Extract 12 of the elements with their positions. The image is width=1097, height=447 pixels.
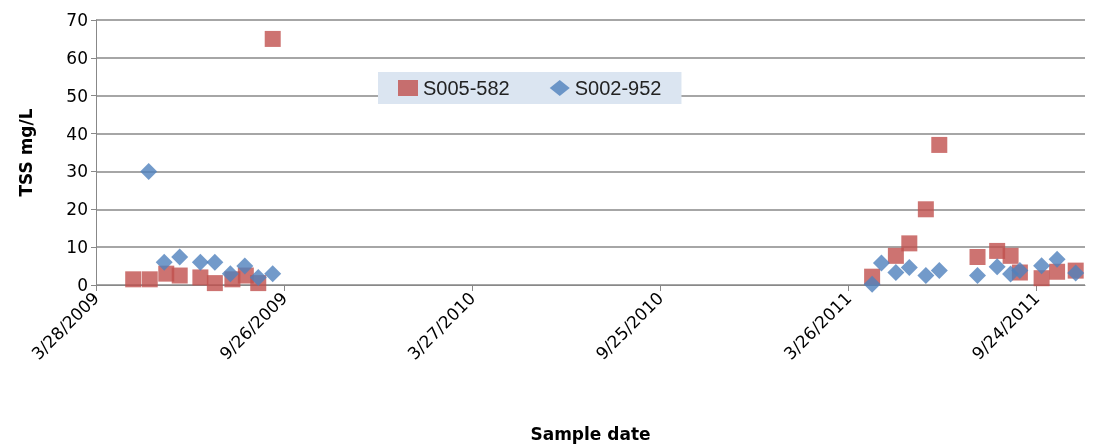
legend-label: S002-952 (574, 77, 662, 99)
legend-label: S005-582 (423, 77, 510, 99)
y-tick-label: 10 (66, 237, 88, 258)
y-tick-label: 70 (66, 10, 88, 30)
y-tick-label: 60 (66, 47, 88, 68)
y-tick-label: 30 (66, 161, 88, 182)
y-axis-title: TSS mg/L (15, 108, 36, 197)
y-tick-label: 40 (66, 123, 88, 144)
y-tick-label: 50 (66, 85, 88, 106)
y-tick-label: 20 (66, 199, 88, 220)
y-tick-label: 0 (77, 275, 88, 295)
x-axis-title: Sample date (530, 423, 651, 444)
